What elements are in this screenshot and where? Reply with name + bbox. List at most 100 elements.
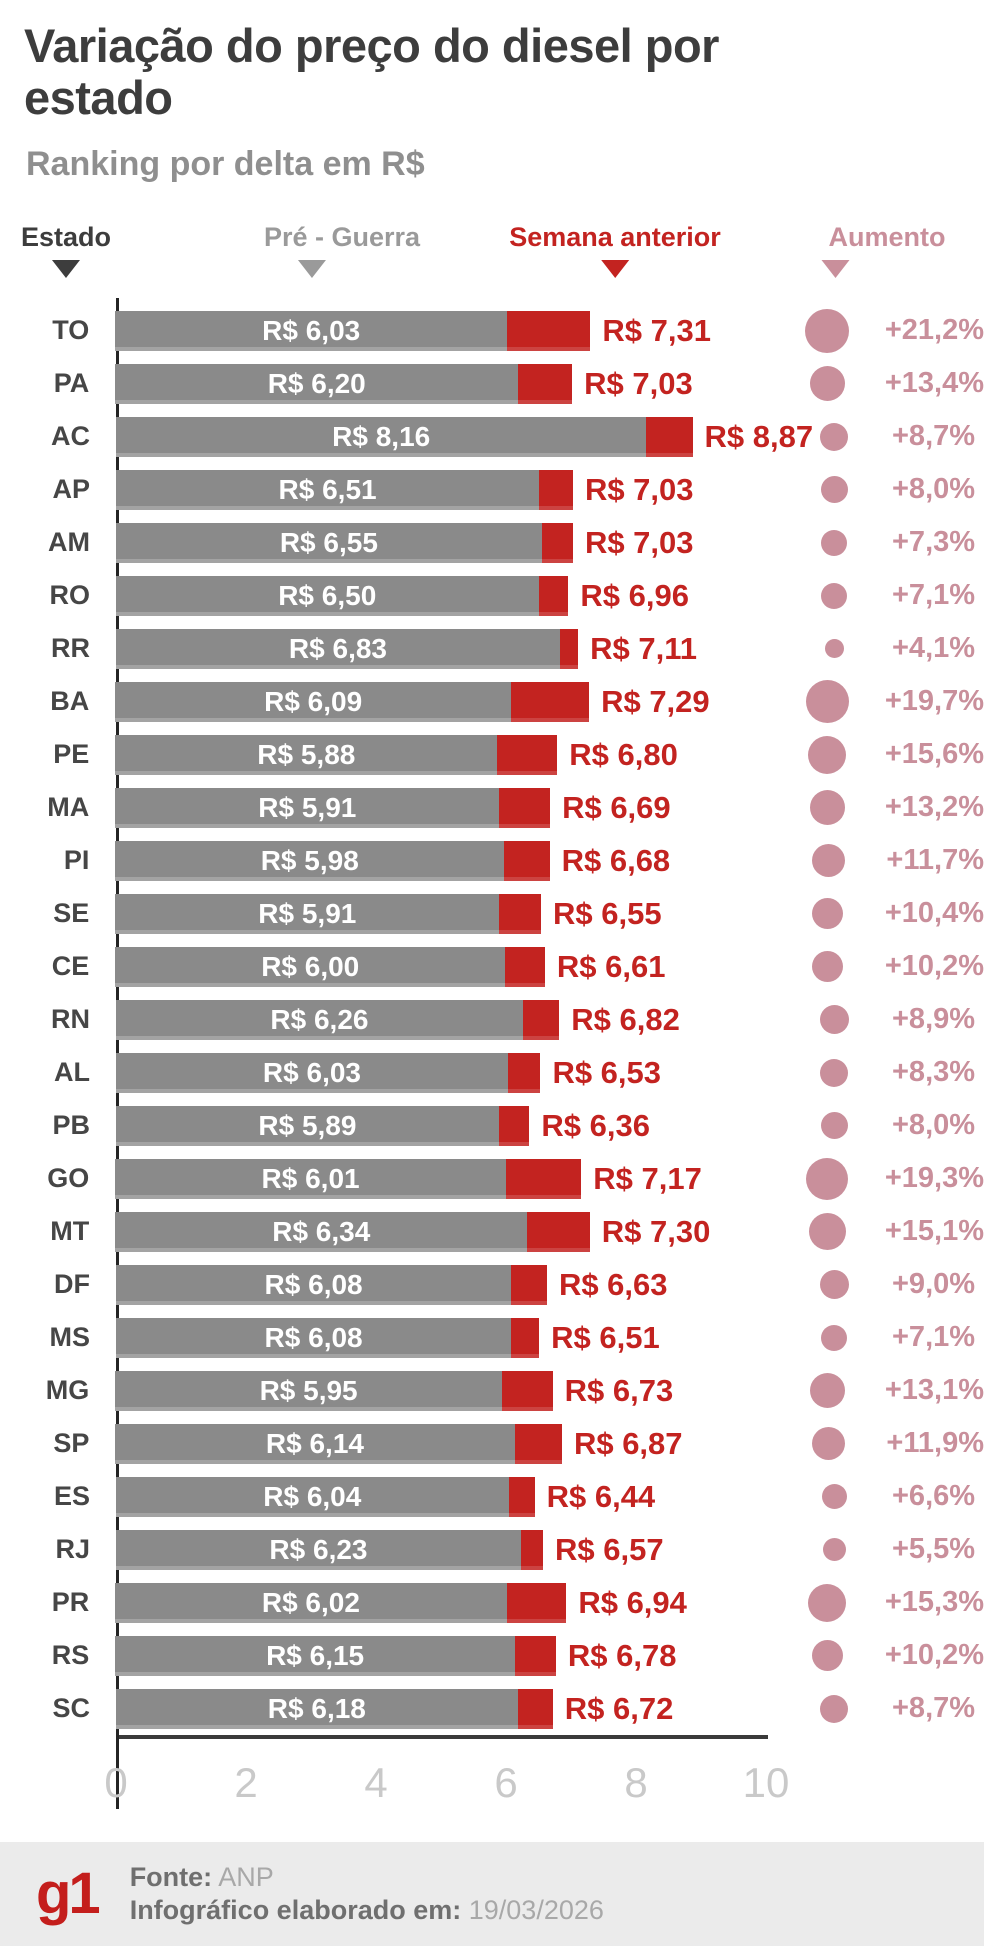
pre-war-value: R$ 6,01 [261,1162,360,1194]
pre-war-value: R$ 6,02 [261,1586,360,1618]
bar-plot-area: R$ 8,16 R$ 8,87 [116,416,813,457]
state-label: SC [52,1693,90,1724]
state-label: CE [51,951,90,982]
pre-war-value: R$ 6,08 [264,1268,363,1300]
column-header-estado: Estado [21,222,111,279]
increase-bar [511,1317,540,1358]
increase-bar [508,1476,535,1517]
increase-bar [511,1264,547,1305]
pre-war-bar: R$ 6,09 [115,681,512,722]
increase-percent: +13,1% [884,1374,984,1407]
footer-source-line: Fonte: ANP [130,1861,604,1894]
increase-bar [518,363,573,404]
increase-percent: +11,7% [886,844,984,877]
state-label: PA [53,368,90,399]
increase-percent: +13,4% [884,367,984,400]
increase-circle [806,1157,849,1200]
state-label: BA [50,686,90,717]
chart-row-SP: SP R$ 6,14 R$ 6,87 +11,9% [0,1417,984,1470]
increase-bar [505,946,545,987]
chart-row-RJ: RJ R$ 6,23 R$ 6,57 +5,5% [0,1523,984,1576]
chart-row-MG: MG R$ 5,95 R$ 6,73 +13,1% [0,1364,984,1417]
date-value: 19/03/2026 [468,1895,604,1925]
bar-plot-area: R$ 6,50 R$ 6,96 [116,575,766,616]
g1-logo: g1 [36,1861,101,1926]
current-value: R$ 6,44 [546,1478,656,1514]
pre-war-value: R$ 6,15 [266,1639,365,1671]
pre-war-bar: R$ 6,01 [115,1158,506,1199]
pre-war-bar: R$ 6,03 [116,1052,508,1093]
bar-plot-area: R$ 5,89 R$ 6,36 [116,1105,766,1146]
increase-percent: +11,9% [886,1427,984,1460]
chart-row-SC: SC R$ 6,18 R$ 6,72 +8,7% [0,1682,984,1735]
increase-percent: +8,9% [892,1003,976,1036]
increase-circle [819,1005,849,1035]
increase-bar [499,787,551,828]
column-header-pre-guerra: Pré - Guerra [264,222,420,279]
increase-percent: +10,2% [884,950,984,983]
increase-bar [559,628,579,669]
pre-war-bar: R$ 6,04 [116,1476,509,1517]
bar-plot-area: R$ 6,08 R$ 6,51 [116,1317,766,1358]
pre-war-bar: R$ 5,91 [115,787,500,828]
chart-row-AC: AC R$ 8,16 R$ 8,87 +8,7% [0,410,984,463]
pre-war-bar: R$ 8,16 [116,416,647,457]
current-value: R$ 6,72 [564,1690,674,1726]
increase-circle [809,790,845,826]
increase-bar [504,840,550,881]
increase-circle [811,898,843,930]
bar-plot-area: R$ 6,14 R$ 6,87 [115,1423,761,1464]
increase-percent: +8,3% [892,1056,976,1089]
increase-percent: +15,3% [884,1586,984,1619]
bar-plot-area: R$ 6,03 R$ 7,31 [115,310,759,351]
pre-war-value: R$ 5,89 [258,1109,357,1141]
increase-bar [514,1635,556,1676]
increase-circle [812,1427,846,1461]
increase-percent: +10,4% [884,897,984,930]
x-axis-tick-label: 6 [494,1759,518,1807]
state-label: SE [53,898,90,929]
increase-circle-cell [782,1005,886,1035]
x-axis-line [116,1735,768,1740]
pre-war-value: R$ 6,18 [267,1692,366,1724]
increase-circle-cell [776,735,879,774]
increase-circle-cell [776,1157,879,1200]
chart-row-SE: SE R$ 5,91 R$ 6,55 +10,4% [0,887,984,940]
state-label: MT [50,1216,90,1247]
pre-war-bar: R$ 6,23 [116,1529,521,1570]
footer: g1 Fonte: ANP Infográfico elaborado em: … [0,1842,984,1946]
pre-war-bar: R$ 6,83 [116,628,560,669]
current-value: R$ 6,51 [551,1319,660,1355]
increase-circle-cell [782,476,886,504]
bar-plot-area: R$ 5,91 R$ 6,69 [115,787,759,828]
bar-plot-area: R$ 6,83 R$ 7,11 [116,628,766,669]
state-label: GO [47,1163,90,1194]
increase-circle [824,639,844,659]
pre-war-bar: R$ 6,08 [116,1264,512,1305]
current-value: R$ 7,30 [601,1213,711,1249]
increase-circle [811,951,843,983]
pre-war-value: R$ 6,14 [265,1427,364,1459]
current-value: R$ 8,87 [704,418,814,454]
bar-plot-area: R$ 6,23 R$ 6,57 [116,1529,766,1570]
pre-war-value: R$ 6,03 [262,314,361,346]
bar-plot-area: R$ 6,34 R$ 7,30 [115,1211,759,1252]
pre-war-value: R$ 5,98 [260,844,359,876]
increase-bar [501,1370,553,1411]
increase-percent: +8,0% [892,1109,976,1142]
current-value: R$ 6,61 [556,948,666,984]
x-axis-tick-label: 4 [364,1759,388,1807]
state-label: DF [54,1269,90,1300]
increase-circle-cell [777,1427,880,1461]
increase-circle [820,422,848,451]
current-value: R$ 7,29 [601,683,710,719]
pre-war-bar: R$ 6,08 [116,1317,512,1358]
chart-row-PE: PE R$ 5,88 R$ 6,80 +15,6% [0,728,984,781]
current-value: R$ 7,03 [584,471,694,507]
state-label: PR [51,1587,90,1618]
pre-war-value: R$ 6,03 [262,1056,361,1088]
pre-war-value: R$ 6,51 [278,473,377,505]
current-value: R$ 6,69 [562,789,671,825]
increase-circle [820,1058,848,1087]
